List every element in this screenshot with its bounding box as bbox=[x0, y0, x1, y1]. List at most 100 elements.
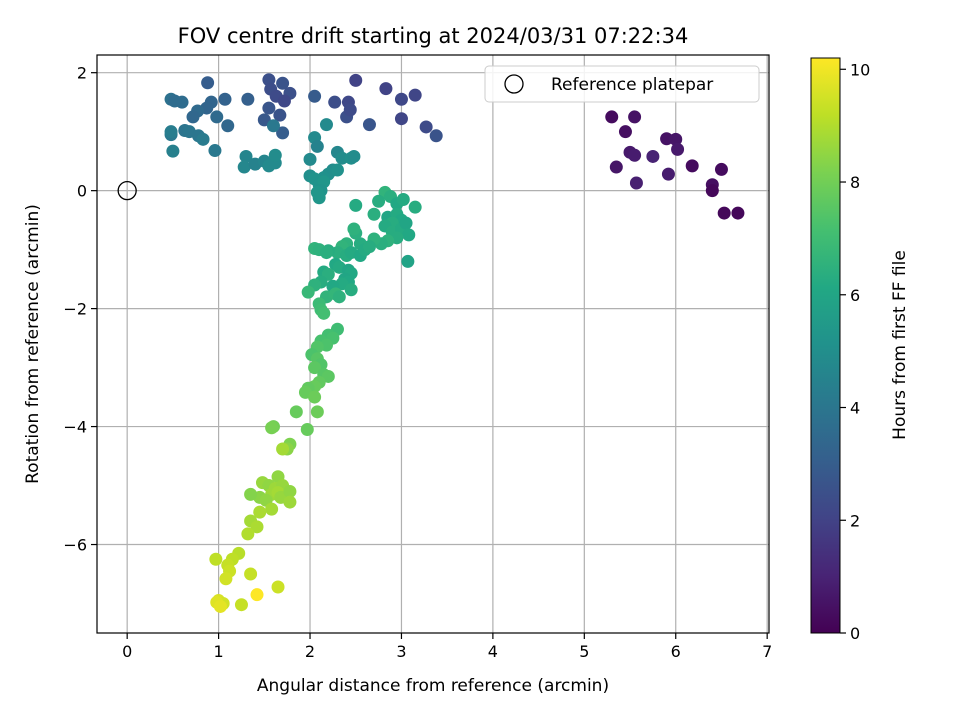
data-point bbox=[671, 142, 685, 156]
data-point bbox=[208, 144, 222, 158]
data-point bbox=[347, 149, 361, 163]
data-point bbox=[669, 132, 683, 146]
y-axis-label: Rotation from reference (arcmin) bbox=[23, 204, 43, 484]
data-point bbox=[234, 598, 248, 612]
legend-label: Reference platepar bbox=[551, 75, 713, 95]
x-tick-label: 4 bbox=[488, 642, 498, 661]
colorbar-tick-label: 6 bbox=[850, 286, 860, 305]
data-point bbox=[605, 110, 619, 124]
data-point bbox=[419, 120, 433, 134]
data-point bbox=[310, 139, 324, 153]
data-point bbox=[241, 92, 255, 106]
data-point bbox=[394, 92, 408, 106]
data-point bbox=[717, 206, 731, 220]
data-point bbox=[219, 572, 233, 586]
data-point bbox=[618, 125, 632, 139]
x-tick-label: 2 bbox=[305, 642, 315, 661]
colorbar-tick-label: 0 bbox=[850, 624, 860, 643]
x-tick-label: 6 bbox=[671, 642, 681, 661]
data-point bbox=[319, 246, 333, 260]
data-point bbox=[399, 216, 413, 230]
data-point bbox=[319, 118, 333, 132]
data-point bbox=[250, 588, 264, 602]
data-point bbox=[276, 126, 290, 140]
data-point bbox=[731, 206, 745, 220]
data-point bbox=[347, 222, 361, 236]
data-point bbox=[646, 149, 660, 163]
y-tick-label: 2 bbox=[77, 64, 87, 83]
colorbar: 0 2 4 6 8 10 Hours from first FF file bbox=[810, 57, 910, 643]
data-point bbox=[394, 112, 408, 126]
data-point bbox=[253, 505, 267, 519]
data-point bbox=[221, 119, 235, 133]
data-point bbox=[276, 442, 290, 456]
data-point bbox=[429, 129, 443, 143]
data-point bbox=[349, 198, 363, 212]
data-point bbox=[301, 285, 315, 299]
y-tick-label: −2 bbox=[63, 300, 87, 319]
x-tick-label: 5 bbox=[579, 642, 589, 661]
data-points bbox=[164, 73, 745, 613]
colorbar-tick-label: 4 bbox=[850, 399, 860, 418]
data-point bbox=[277, 94, 291, 108]
data-point bbox=[164, 125, 178, 139]
data-point bbox=[262, 101, 276, 115]
data-point bbox=[271, 580, 285, 594]
data-point bbox=[244, 487, 258, 501]
data-point bbox=[241, 527, 255, 541]
data-point bbox=[213, 599, 227, 613]
colorbar-tick-label: 2 bbox=[850, 511, 860, 530]
data-point bbox=[372, 194, 386, 208]
data-point bbox=[344, 283, 358, 297]
data-point bbox=[685, 159, 699, 173]
data-point bbox=[408, 200, 422, 214]
data-point bbox=[401, 254, 415, 268]
data-point bbox=[268, 148, 282, 162]
x-tick-label: 7 bbox=[762, 642, 772, 661]
y-tick-label: −4 bbox=[63, 418, 87, 437]
data-point bbox=[186, 110, 200, 124]
data-point bbox=[362, 118, 376, 132]
x-tick-label: 0 bbox=[122, 642, 132, 661]
data-point bbox=[714, 162, 728, 176]
x-axis-ticks: 0 1 2 3 4 5 6 7 bbox=[122, 633, 772, 661]
data-point bbox=[343, 103, 357, 117]
data-point bbox=[273, 108, 287, 122]
data-point bbox=[330, 163, 344, 177]
data-point bbox=[362, 240, 376, 254]
data-point bbox=[303, 152, 317, 166]
data-point bbox=[379, 82, 393, 96]
data-point bbox=[244, 567, 258, 581]
data-point bbox=[266, 119, 280, 133]
colorbar-tick-label: 8 bbox=[850, 173, 860, 192]
data-point bbox=[196, 132, 210, 146]
data-point bbox=[310, 185, 324, 199]
colorbar-gradient bbox=[810, 57, 841, 634]
data-point bbox=[166, 144, 180, 158]
data-point bbox=[168, 94, 182, 108]
data-point bbox=[705, 184, 719, 198]
data-point bbox=[402, 228, 416, 242]
colorbar-tick-label: 10 bbox=[850, 60, 870, 79]
x-tick-label: 1 bbox=[214, 642, 224, 661]
colorbar-ticks: 0 2 4 6 8 10 bbox=[840, 60, 870, 643]
data-point bbox=[276, 76, 290, 90]
legend-box bbox=[484, 65, 760, 103]
data-point bbox=[265, 421, 279, 435]
legend: Reference platepar bbox=[484, 65, 760, 103]
data-point bbox=[237, 160, 251, 174]
data-point bbox=[661, 167, 675, 181]
data-point bbox=[289, 405, 303, 419]
data-point bbox=[332, 290, 346, 304]
y-axis-ticks: −6 −4 −2 0 2 bbox=[63, 64, 97, 555]
data-point bbox=[367, 207, 381, 221]
data-point bbox=[628, 110, 642, 124]
data-point bbox=[328, 95, 342, 109]
colorbar-label: Hours from first FF file bbox=[890, 250, 910, 440]
x-tick-label: 3 bbox=[396, 642, 406, 661]
y-tick-label: −6 bbox=[63, 536, 87, 555]
data-point bbox=[609, 160, 623, 174]
data-point bbox=[250, 520, 264, 534]
data-point bbox=[335, 151, 349, 165]
